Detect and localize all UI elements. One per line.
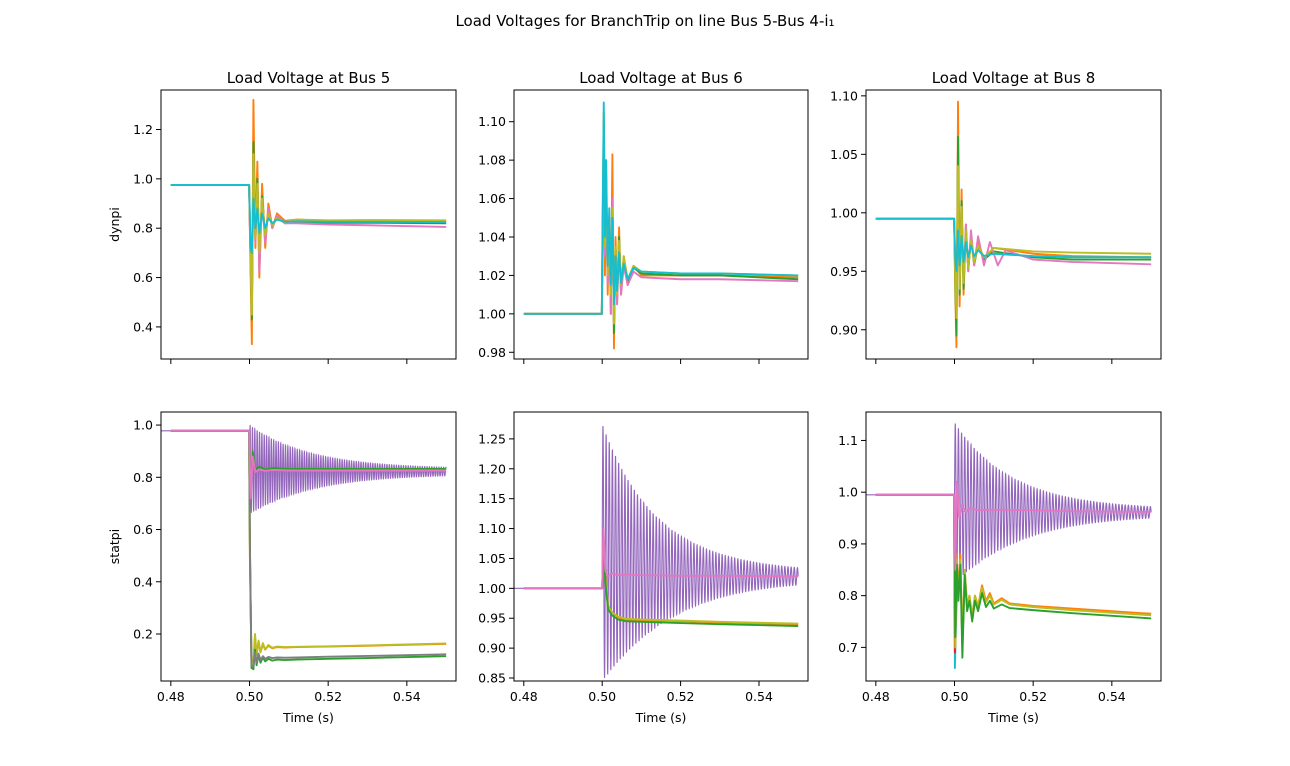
axes-frame (513, 411, 809, 682)
y-tick-label: 1.10 (478, 521, 506, 536)
subplot-stat_bus8: 0.48 0.50 0.52 0.54 0.7 0.8 0.9 1.0 1.1 Time (s) (838, 411, 1162, 725)
y-tick-label: 0.7 (838, 640, 858, 655)
y-tick-label: 0.85 (478, 671, 506, 686)
y-tick-label: 0.8 (133, 221, 153, 236)
subplot-grid: 0.4 0.6 0.8 1.0 1.2 Load Voltage at Bus 5 dynp… (107, 69, 1162, 725)
subplot-title: Load Voltage at Bus 5 (227, 69, 391, 87)
series-group (866, 423, 1152, 670)
axes-frame (865, 89, 1162, 360)
series-group (170, 98, 447, 346)
y-tick-label: 1.08 (478, 153, 506, 168)
subplot-title: Load Voltage at Bus 8 (932, 69, 1096, 87)
y-tick-label: 1.06 (478, 191, 506, 206)
x-tick-label: 0.48 (510, 689, 538, 704)
x-axis-label: Time (s) (987, 710, 1039, 725)
axes-background (866, 412, 1161, 681)
subplot-stat_bus5: 0.48 0.50 0.52 0.54 0.2 0.4 0.6 0.8 1.0 Time (s) s… (107, 411, 457, 725)
x-tick-label: 0.50 (588, 689, 616, 704)
y-tick-label: 1.0 (133, 171, 153, 186)
y-tick-label: 1.00 (478, 581, 506, 596)
y-tick-label: 0.2 (133, 626, 153, 641)
series-group (514, 426, 799, 679)
series-group (161, 424, 447, 671)
oscillation-series-line (514, 426, 799, 679)
y-tick-label: 1.0 (133, 418, 153, 433)
series-line-5 (875, 217, 1152, 273)
y-tick-label: 1.0 (838, 485, 858, 500)
series-line-5 (170, 184, 447, 254)
subplot-dyn_bus8: 0.90 0.95 1.00 1.05 1.10 Load Voltage at Bus … (830, 69, 1162, 364)
y-tick-label: 1.05 (830, 147, 858, 162)
x-axis-label: Time (s) (282, 710, 334, 725)
y-tick-label: 1.00 (830, 205, 858, 220)
y-tick-label: 1.25 (478, 431, 506, 446)
y-tick-label: 1.20 (478, 461, 506, 476)
x-tick-label: 0.48 (157, 689, 185, 704)
x-tick-label: 0.54 (393, 689, 421, 704)
axes-frame (160, 89, 457, 360)
series-line-6 (170, 429, 447, 500)
axes-background (161, 412, 456, 681)
x-tick-label: 0.50 (236, 689, 264, 704)
figure-title: Load Voltages for BranchTrip on line Bus… (455, 12, 834, 30)
y-tick-label: 0.90 (478, 641, 506, 656)
y-tick-label: 0.95 (830, 264, 858, 279)
y-tick-label: 1.00 (478, 306, 506, 321)
x-tick-label: 0.52 (1019, 689, 1047, 704)
x-tick-label: 0.50 (941, 689, 969, 704)
y-tick-label: 1.15 (478, 491, 506, 506)
y-tick-label: 1.04 (478, 229, 506, 244)
series-group (875, 100, 1152, 349)
x-tick-label: 0.52 (667, 689, 695, 704)
series-line-5 (523, 101, 799, 315)
axes-background (514, 90, 808, 359)
y-tick-label: 0.6 (133, 522, 153, 537)
x-tick-label: 0.54 (745, 689, 773, 704)
subplot-stat_bus6: 0.48 0.50 0.52 0.54 0.85 0.90 0.95 1.00 1.05 1.10… (478, 411, 809, 725)
subplot-title: Load Voltage at Bus 6 (579, 69, 743, 87)
series-line-5 (875, 493, 1152, 659)
y-tick-label: 1.02 (478, 268, 506, 283)
axes-background (514, 412, 808, 681)
axes-frame (513, 89, 809, 360)
y-tick-label: 0.98 (478, 345, 506, 360)
y-tick-label: 0.9 (838, 536, 858, 551)
series-line-4 (523, 527, 799, 590)
y-tick-label: 0.90 (830, 322, 858, 337)
y-tick-label: 0.95 (478, 611, 506, 626)
series-line-4 (170, 429, 447, 668)
y-tick-label: 1.10 (478, 114, 506, 129)
y-tick-label: 1.1 (838, 433, 858, 448)
y-tick-label: 1.05 (478, 551, 506, 566)
x-tick-label: 0.52 (314, 689, 342, 704)
y-tick-label: 0.4 (133, 319, 153, 334)
y-tick-label: 0.8 (838, 588, 858, 603)
y-tick-label: 1.2 (133, 122, 153, 137)
x-tick-label: 0.54 (1098, 689, 1126, 704)
y-tick-label: 1.10 (830, 88, 858, 103)
y-axis-label: statpi (107, 529, 122, 564)
y-tick-label: 0.4 (133, 574, 153, 589)
axes-frame (865, 411, 1162, 682)
y-axis-label: dynpi (107, 207, 122, 242)
axes-frame (160, 411, 457, 682)
series-group (523, 101, 799, 350)
series-line-6 (875, 480, 1152, 571)
x-tick-label: 0.48 (862, 689, 890, 704)
oscillation-series-line (866, 423, 1152, 583)
y-tick-label: 0.8 (133, 470, 153, 485)
subplot-dyn_bus6: 0.98 1.00 1.02 1.04 1.06 1.08 1.10 Load Voltage… (478, 69, 809, 364)
y-tick-label: 0.6 (133, 270, 153, 285)
x-axis-label: Time (s) (635, 710, 687, 725)
subplot-dyn_bus5: 0.4 0.6 0.8 1.0 1.2 Load Voltage at Bus 5 dynp… (107, 69, 457, 364)
axes-background (866, 90, 1161, 359)
